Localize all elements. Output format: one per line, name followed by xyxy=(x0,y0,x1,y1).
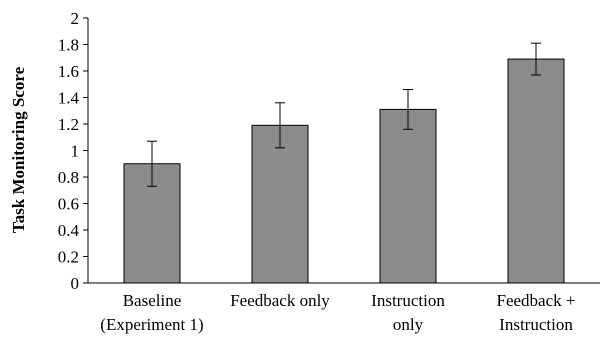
y-tick-label: 0.8 xyxy=(58,168,79,187)
x-category-label: Feedback + xyxy=(497,291,576,310)
y-tick-label: 0 xyxy=(71,274,80,293)
bar xyxy=(507,58,565,284)
y-tick-label: 0.6 xyxy=(58,195,79,214)
y-axis-title: Task Monitoring Score xyxy=(9,66,28,233)
y-tick-label: 1.8 xyxy=(58,36,79,55)
x-category-label: only xyxy=(393,315,424,334)
x-category-label: Baseline xyxy=(123,291,182,310)
y-tick-label: 0.4 xyxy=(58,221,80,240)
x-category-label: Instruction xyxy=(371,291,445,310)
x-category-label: Feedback only xyxy=(230,291,330,310)
x-category-label: Instruction xyxy=(499,315,573,334)
y-tick-label: 2 xyxy=(71,9,80,28)
y-tick-label: 0.2 xyxy=(58,248,79,267)
y-tick-label: 1.6 xyxy=(58,62,79,81)
y-tick-label: 1.4 xyxy=(58,89,80,108)
bar xyxy=(379,108,437,284)
bar xyxy=(251,124,309,284)
y-tick-label: 1 xyxy=(71,142,80,161)
y-tick-label: 1.2 xyxy=(58,115,79,134)
x-category-label: (Experiment 1) xyxy=(100,315,203,334)
